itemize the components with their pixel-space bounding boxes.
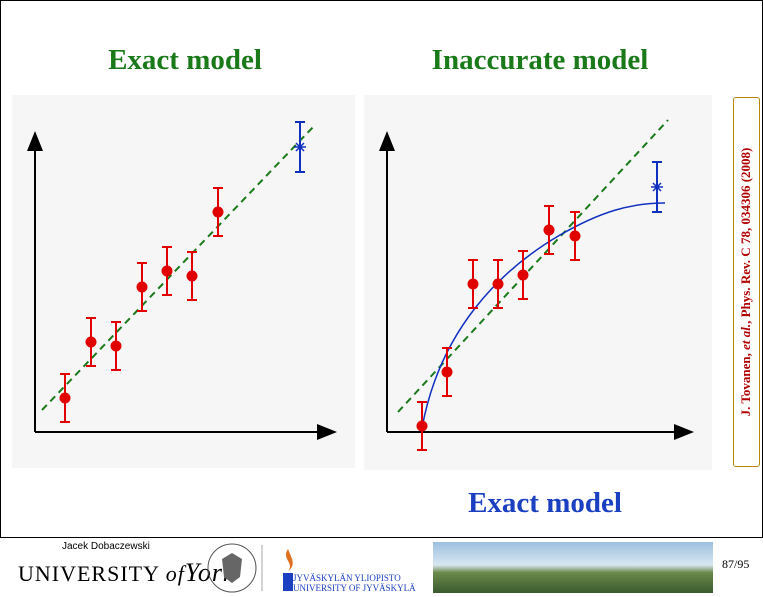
york-of: of bbox=[165, 561, 185, 586]
bottom-title: Exact model bbox=[468, 487, 622, 519]
point-part bbox=[441, 366, 453, 378]
citation-etal: et al. bbox=[738, 323, 753, 350]
point-part bbox=[517, 269, 529, 281]
point-part bbox=[569, 230, 581, 242]
point-part bbox=[110, 340, 122, 352]
jyu-logo: JYVÄSKYLÄN YLIOPISTO UNIVERSITY OF JYVÄSK… bbox=[293, 573, 416, 593]
right-plot bbox=[379, 119, 694, 451]
footer-author: Jacek Dobaczewski bbox=[62, 541, 150, 552]
point-part bbox=[161, 265, 173, 277]
logos bbox=[207, 543, 293, 593]
campus-photo bbox=[433, 542, 713, 593]
left-plot bbox=[27, 121, 337, 440]
citation: J. Tovanen, et al., Phys. Rev. C 78, 034… bbox=[738, 148, 754, 417]
left-title: Exact model bbox=[108, 44, 262, 76]
point-part bbox=[467, 278, 479, 290]
point-part bbox=[543, 224, 555, 236]
left-panel bbox=[12, 95, 355, 468]
jyu-line1: JYVÄSKYLÄN YLIOPISTO bbox=[293, 573, 401, 583]
point-part bbox=[416, 420, 428, 432]
citation-authors: J. Tovanen, bbox=[738, 349, 753, 417]
point-part bbox=[136, 281, 148, 293]
york-logo: UNIVERSITY ofYork bbox=[18, 558, 236, 588]
citation-journal: , Phys. Rev. C 78, 034306 (2008) bbox=[738, 147, 753, 324]
footer-rule bbox=[0, 537, 763, 538]
point-part bbox=[212, 206, 224, 218]
point-part bbox=[85, 336, 97, 348]
point-part bbox=[186, 270, 198, 282]
citation-box: J. Tovanen, et al., Phys. Rev. C 78, 034… bbox=[733, 97, 760, 467]
york-university: UNIVERSITY bbox=[18, 561, 160, 586]
point-part bbox=[492, 278, 504, 290]
right-title: Inaccurate model bbox=[431, 44, 649, 76]
point-part bbox=[59, 392, 71, 404]
plots bbox=[27, 119, 694, 451]
jyu-line2: UNIVERSITY OF JYVÄSKYLÄ bbox=[293, 583, 416, 593]
page-number: 87/95 bbox=[722, 557, 750, 571]
